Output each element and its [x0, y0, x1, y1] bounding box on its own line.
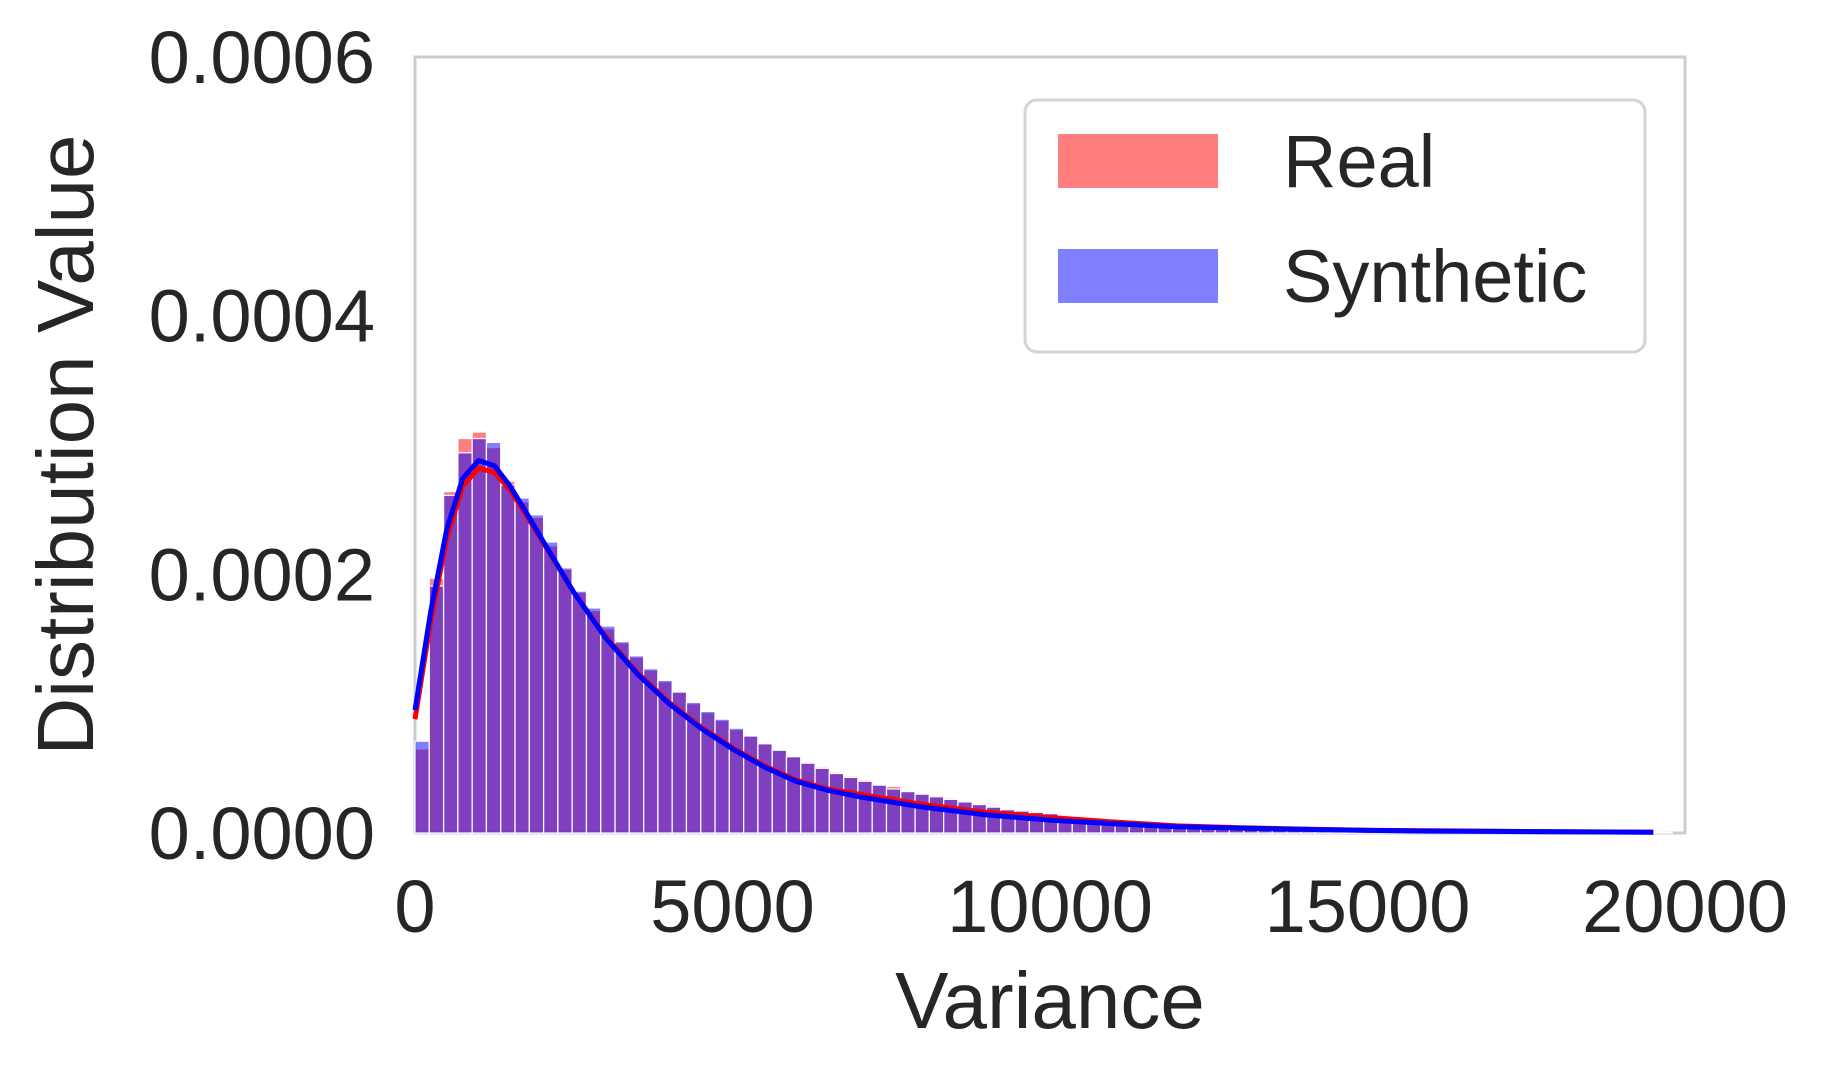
synthetic-histogram-bar [528, 514, 545, 834]
x-tick-label: 0 [394, 865, 435, 948]
y-tick-label: 0.0004 [149, 275, 375, 358]
x-tick-label: 15000 [1265, 865, 1471, 948]
synthetic-histogram-bar [743, 735, 759, 834]
synthetic-histogram-bar [785, 756, 802, 834]
synthetic-histogram-bar [771, 749, 788, 834]
synthetic-histogram-bars [414, 437, 1673, 834]
x-tick-label: 20000 [1582, 865, 1788, 948]
y-tick-label: 0.0002 [149, 533, 375, 616]
synthetic-histogram-bar [757, 743, 773, 834]
synthetic-histogram-bar [542, 541, 559, 834]
legend-swatch-real [1058, 134, 1218, 188]
y-axis-label: Distribution Value [21, 134, 110, 755]
synthetic-histogram-bar [471, 437, 488, 834]
y-axis-ticks: 0.0000 0.0002 0.0004 0.0006 [149, 16, 375, 875]
synthetic-kde-line [412, 458, 1654, 835]
synthetic-histogram-bar [557, 567, 573, 834]
kde-curves [412, 458, 1654, 835]
y-tick-label: 0.0006 [149, 16, 375, 99]
synthetic-histogram-bar [914, 793, 930, 834]
synthetic-histogram-bar [614, 640, 630, 834]
x-tick-label: 5000 [650, 865, 815, 948]
synthetic-histogram-bar [857, 780, 873, 834]
synthetic-histogram-bar [828, 772, 845, 834]
synthetic-histogram-bar [457, 452, 473, 834]
synthetic-histogram-bar [600, 625, 616, 834]
legend-label-real: Real [1283, 120, 1435, 203]
synthetic-histogram-bar [814, 767, 830, 834]
synthetic-histogram-bar [871, 784, 888, 834]
x-axis-ticks: 0 5000 10000 15000 20000 [394, 865, 1787, 948]
y-tick-label: 0.0000 [149, 792, 375, 875]
synthetic-histogram-bar [628, 655, 645, 834]
synthetic-histogram-bar [885, 788, 902, 834]
synthetic-histogram-bar [514, 497, 530, 834]
x-axis-label: Variance [895, 956, 1205, 1045]
synthetic-histogram-bar [928, 796, 945, 834]
synthetic-histogram-bar [414, 740, 430, 834]
synthetic-histogram-bar [943, 798, 959, 834]
synthetic-histogram-bar [500, 484, 516, 834]
synthetic-histogram-bar [571, 590, 588, 834]
legend-label-synthetic: Synthetic [1283, 235, 1587, 318]
synthetic-histogram-bar [900, 791, 916, 834]
legend: Real Synthetic [1023, 98, 1647, 354]
synthetic-histogram-bar [1657, 831, 1673, 834]
synthetic-histogram-bar [800, 762, 816, 834]
synthetic-histogram-bar [843, 776, 859, 834]
synthetic-histogram-bar [485, 441, 502, 834]
legend-swatch-synthetic [1058, 249, 1218, 303]
synthetic-histogram-bar [585, 607, 602, 834]
x-tick-label: 10000 [947, 865, 1153, 948]
